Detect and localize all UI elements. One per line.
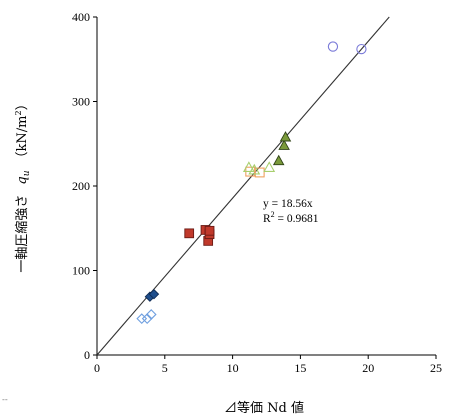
data-point-diamond (145, 309, 157, 320)
data-point-triangle (272, 154, 285, 166)
trendline-layer (96, 16, 390, 356)
x-tick-label: 5 (162, 361, 168, 375)
x-axis-label: ⊿等価 Nd 値 (224, 400, 304, 416)
data-points-layer (136, 41, 367, 325)
y-tick-label: 100 (72, 264, 90, 278)
y-tick-label: 0 (84, 348, 90, 362)
data-point-diamond (148, 288, 160, 300)
data-point-triangle (242, 161, 255, 172)
data-point-triangle (248, 163, 261, 175)
y-axis-label: 一軸圧縮強さqu（kN/m2） (14, 97, 32, 272)
data-point-circle (327, 41, 339, 52)
data-point-diamond (136, 313, 148, 325)
x-tick-label: 15 (294, 361, 306, 375)
data-point-square (254, 167, 265, 178)
y-tick-label: 400 (72, 10, 90, 24)
x-tick-label: 10 (227, 361, 239, 375)
data-point-diamond (141, 313, 153, 325)
axis-ticks-layer: 0 5 10 15 20 25 0 100 200 300 400 (72, 10, 442, 375)
y-tick-label: 200 (72, 179, 90, 193)
data-point-triangle (279, 131, 292, 142)
x-tick-label: 0 (94, 361, 100, 375)
x-tick-label: 25 (430, 361, 442, 375)
data-point-square (184, 228, 195, 239)
y-tick-label: 300 (72, 95, 90, 109)
data-point-triangle (263, 161, 276, 172)
data-point-square (204, 225, 215, 236)
plot-frame (96, 17, 436, 356)
data-point-triangle (278, 139, 290, 150)
corner-mark: -- (2, 395, 8, 404)
trendline (96, 16, 390, 356)
x-tick-label: 20 (362, 361, 374, 375)
r-squared-label: R2 = 0.9681 (263, 210, 319, 225)
trend-equation-label: y = 18.56x (263, 198, 313, 210)
data-point-circle (356, 43, 367, 55)
